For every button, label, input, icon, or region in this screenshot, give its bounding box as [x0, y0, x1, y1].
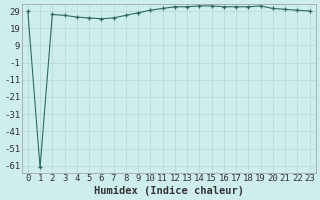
- X-axis label: Humidex (Indice chaleur): Humidex (Indice chaleur): [94, 186, 244, 196]
